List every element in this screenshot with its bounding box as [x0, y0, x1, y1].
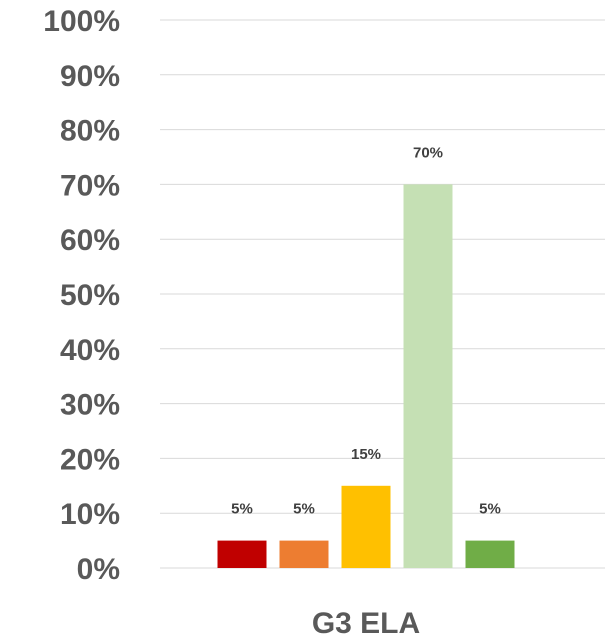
y-tick-label: 100%	[43, 5, 120, 38]
data-label: 5%	[293, 501, 315, 518]
y-tick-label: 70%	[60, 169, 120, 202]
x-axis-label: G3 ELA	[312, 607, 420, 640]
data-labels: 5% 5% 15% 70% 5%	[231, 144, 501, 517]
y-tick-label: 40%	[60, 334, 120, 367]
bar	[465, 540, 515, 568]
bar	[341, 485, 391, 568]
y-tick-label: 60%	[60, 224, 120, 257]
y-tick-label: 50%	[60, 279, 120, 312]
y-tick-label: 20%	[60, 443, 120, 476]
y-tick-label: 30%	[60, 389, 120, 422]
y-tick-label: 80%	[60, 115, 120, 148]
data-label: 5%	[479, 501, 501, 518]
data-label: 15%	[351, 446, 381, 463]
y-tick-label: 0%	[77, 553, 120, 586]
bars	[217, 184, 515, 568]
y-tick-label: 10%	[60, 498, 120, 531]
gridlines	[160, 19, 605, 569]
bar	[217, 540, 267, 568]
bar	[403, 184, 453, 568]
y-axis-tick-labels: 0% 10% 20% 30% 40% 50% 60% 70% 80% 90% 100%	[43, 5, 120, 586]
data-label: 70%	[413, 144, 443, 161]
bar	[279, 540, 329, 568]
data-label: 5%	[231, 501, 253, 518]
y-tick-label: 90%	[60, 60, 120, 93]
